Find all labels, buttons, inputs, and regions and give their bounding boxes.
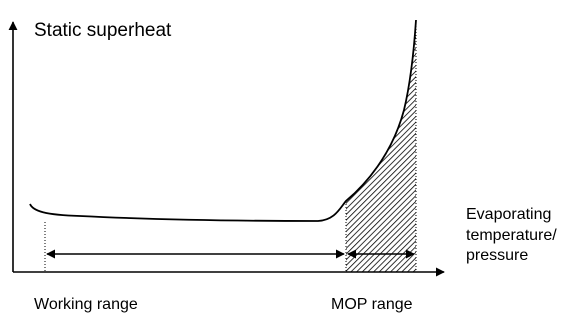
x-axis-label: Evaporating temperature/ pressure xyxy=(466,205,584,267)
working-range-label: Working range xyxy=(34,296,138,313)
diagram-title: Static superheat xyxy=(34,20,172,41)
superheat-curve xyxy=(29,19,417,222)
x-axis-label-line-1: Evaporating xyxy=(466,206,552,223)
x-axis-label-line-3: pressure xyxy=(466,247,529,264)
mop-range-label: MOP range xyxy=(331,296,413,313)
x-axis-label-line-2: temperature/ xyxy=(466,226,557,244)
mop-hatched-area xyxy=(346,20,416,272)
